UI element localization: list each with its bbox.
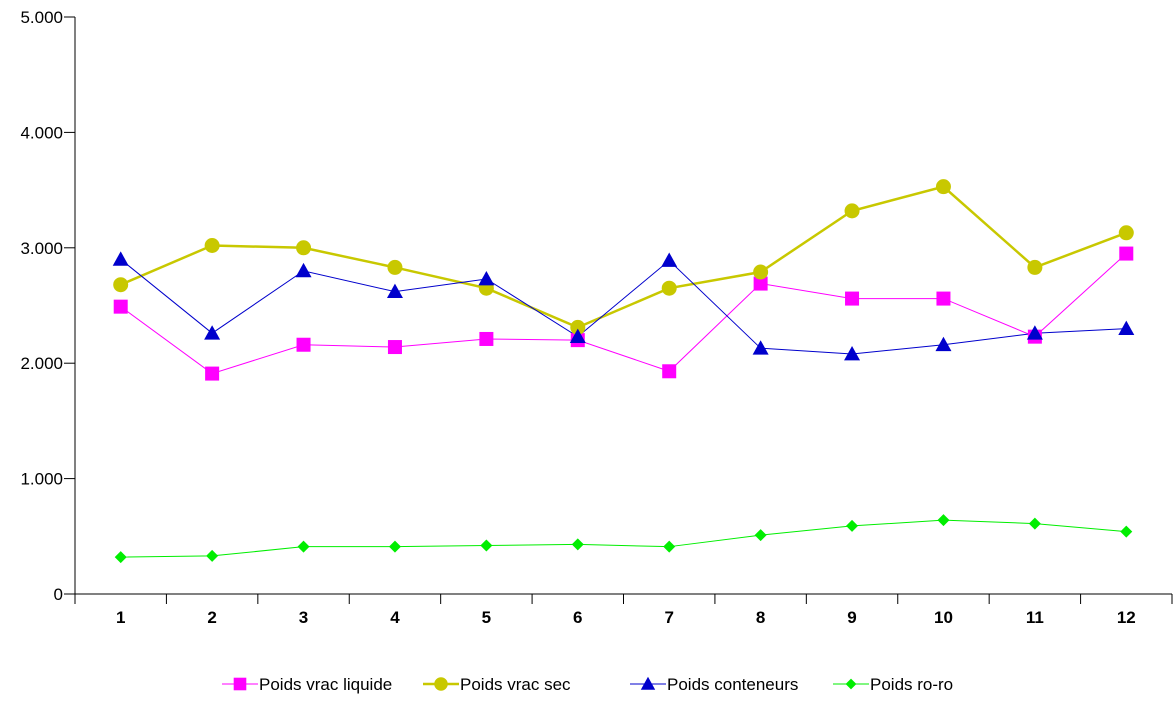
x-tick-label: 3 [299, 608, 308, 627]
y-tick-label: 3.000 [20, 239, 63, 258]
legend-label-3: Poids conteneurs [667, 675, 798, 694]
data-point-series-3 [1118, 320, 1135, 335]
x-tick-label: 9 [847, 608, 856, 627]
data-point-series-2 [661, 280, 677, 296]
x-tick-label: 12 [1117, 608, 1136, 627]
data-point-series-2 [753, 264, 769, 280]
data-point-series-2 [204, 237, 220, 253]
data-point-series-1 [387, 340, 402, 355]
x-tick-label: 2 [207, 608, 216, 627]
x-tick-label: 11 [1026, 608, 1044, 627]
data-point-series-2 [113, 277, 129, 293]
x-tick-label: 5 [482, 608, 491, 627]
data-point-series-4 [388, 540, 401, 553]
data-point-series-4 [114, 551, 127, 564]
x-tick-label: 1 [116, 608, 125, 627]
y-axis: 0 1.000 2.000 3.000 4.000 5.000 [20, 8, 76, 604]
data-point-series-4 [663, 540, 676, 553]
legend-marker-4 [845, 678, 857, 690]
series-lines [120, 185, 1127, 558]
data-point-series-2 [1027, 259, 1043, 275]
data-point-series-1 [205, 366, 220, 381]
series-line-4 [120, 519, 1127, 558]
legend: Poids vrac liquide Poids vrac sec Poids co… [222, 675, 953, 694]
x-axis: 1 2 3 4 5 6 7 8 9 10 11 12 [74, 593, 1173, 627]
x-tick-label: 7 [664, 608, 673, 627]
data-point-series-1 [845, 291, 860, 306]
data-point-series-3 [935, 336, 952, 352]
series-line-1 [120, 253, 1127, 375]
x-tick-label: 6 [573, 608, 582, 627]
series-markers [112, 179, 1135, 564]
x-tick-label: 8 [756, 608, 765, 627]
data-point-series-1 [1119, 246, 1134, 261]
legend-marker-2 [434, 677, 448, 691]
data-point-series-1 [296, 337, 311, 352]
data-point-series-2 [570, 319, 586, 335]
x-tick-label: 10 [934, 608, 953, 627]
legend-label-4: Poids ro-ro [870, 675, 953, 694]
data-point-series-4 [571, 538, 584, 551]
data-point-series-1 [662, 364, 677, 379]
data-point-series-3 [295, 262, 312, 278]
data-point-series-4 [297, 540, 310, 553]
legend-label-2: Poids vrac sec [460, 675, 571, 694]
y-tick-label: 1.000 [20, 470, 63, 489]
data-point-series-4 [846, 519, 859, 532]
data-point-series-4 [937, 514, 950, 527]
data-point-series-3 [844, 345, 861, 361]
y-tick-label: 5.000 [20, 8, 63, 27]
data-point-series-3 [569, 328, 586, 344]
data-point-series-3 [752, 340, 769, 355]
series-line-3 [120, 258, 1127, 355]
data-point-series-4 [206, 549, 219, 562]
data-point-series-3 [112, 251, 129, 266]
legend-label-1: Poids vrac liquide [259, 675, 392, 694]
y-tick-label: 4.000 [20, 123, 63, 142]
y-tick-label: 0 [54, 585, 63, 604]
data-point-series-4 [1120, 525, 1133, 538]
legend-marker-3 [640, 676, 656, 690]
data-point-series-4 [480, 539, 493, 552]
data-point-series-2 [296, 240, 312, 256]
data-point-series-1 [753, 276, 768, 291]
data-point-series-1 [113, 299, 128, 314]
data-point-series-2 [1118, 225, 1134, 241]
data-point-series-2 [935, 179, 951, 195]
y-tick-label: 2.000 [20, 354, 63, 373]
data-point-series-3 [204, 325, 221, 340]
data-point-series-3 [386, 283, 403, 299]
data-point-series-3 [478, 270, 495, 286]
data-point-series-4 [1028, 517, 1041, 530]
data-point-series-2 [387, 259, 403, 275]
data-point-series-3 [661, 252, 678, 267]
legend-marker-1 [233, 677, 247, 691]
data-point-series-1 [936, 291, 951, 306]
data-point-series-1 [479, 331, 494, 346]
series-line-2 [120, 185, 1127, 329]
data-point-series-4 [754, 529, 767, 542]
data-point-series-3 [1026, 325, 1043, 340]
data-point-series-2 [844, 203, 860, 219]
x-tick-label: 4 [390, 608, 400, 627]
